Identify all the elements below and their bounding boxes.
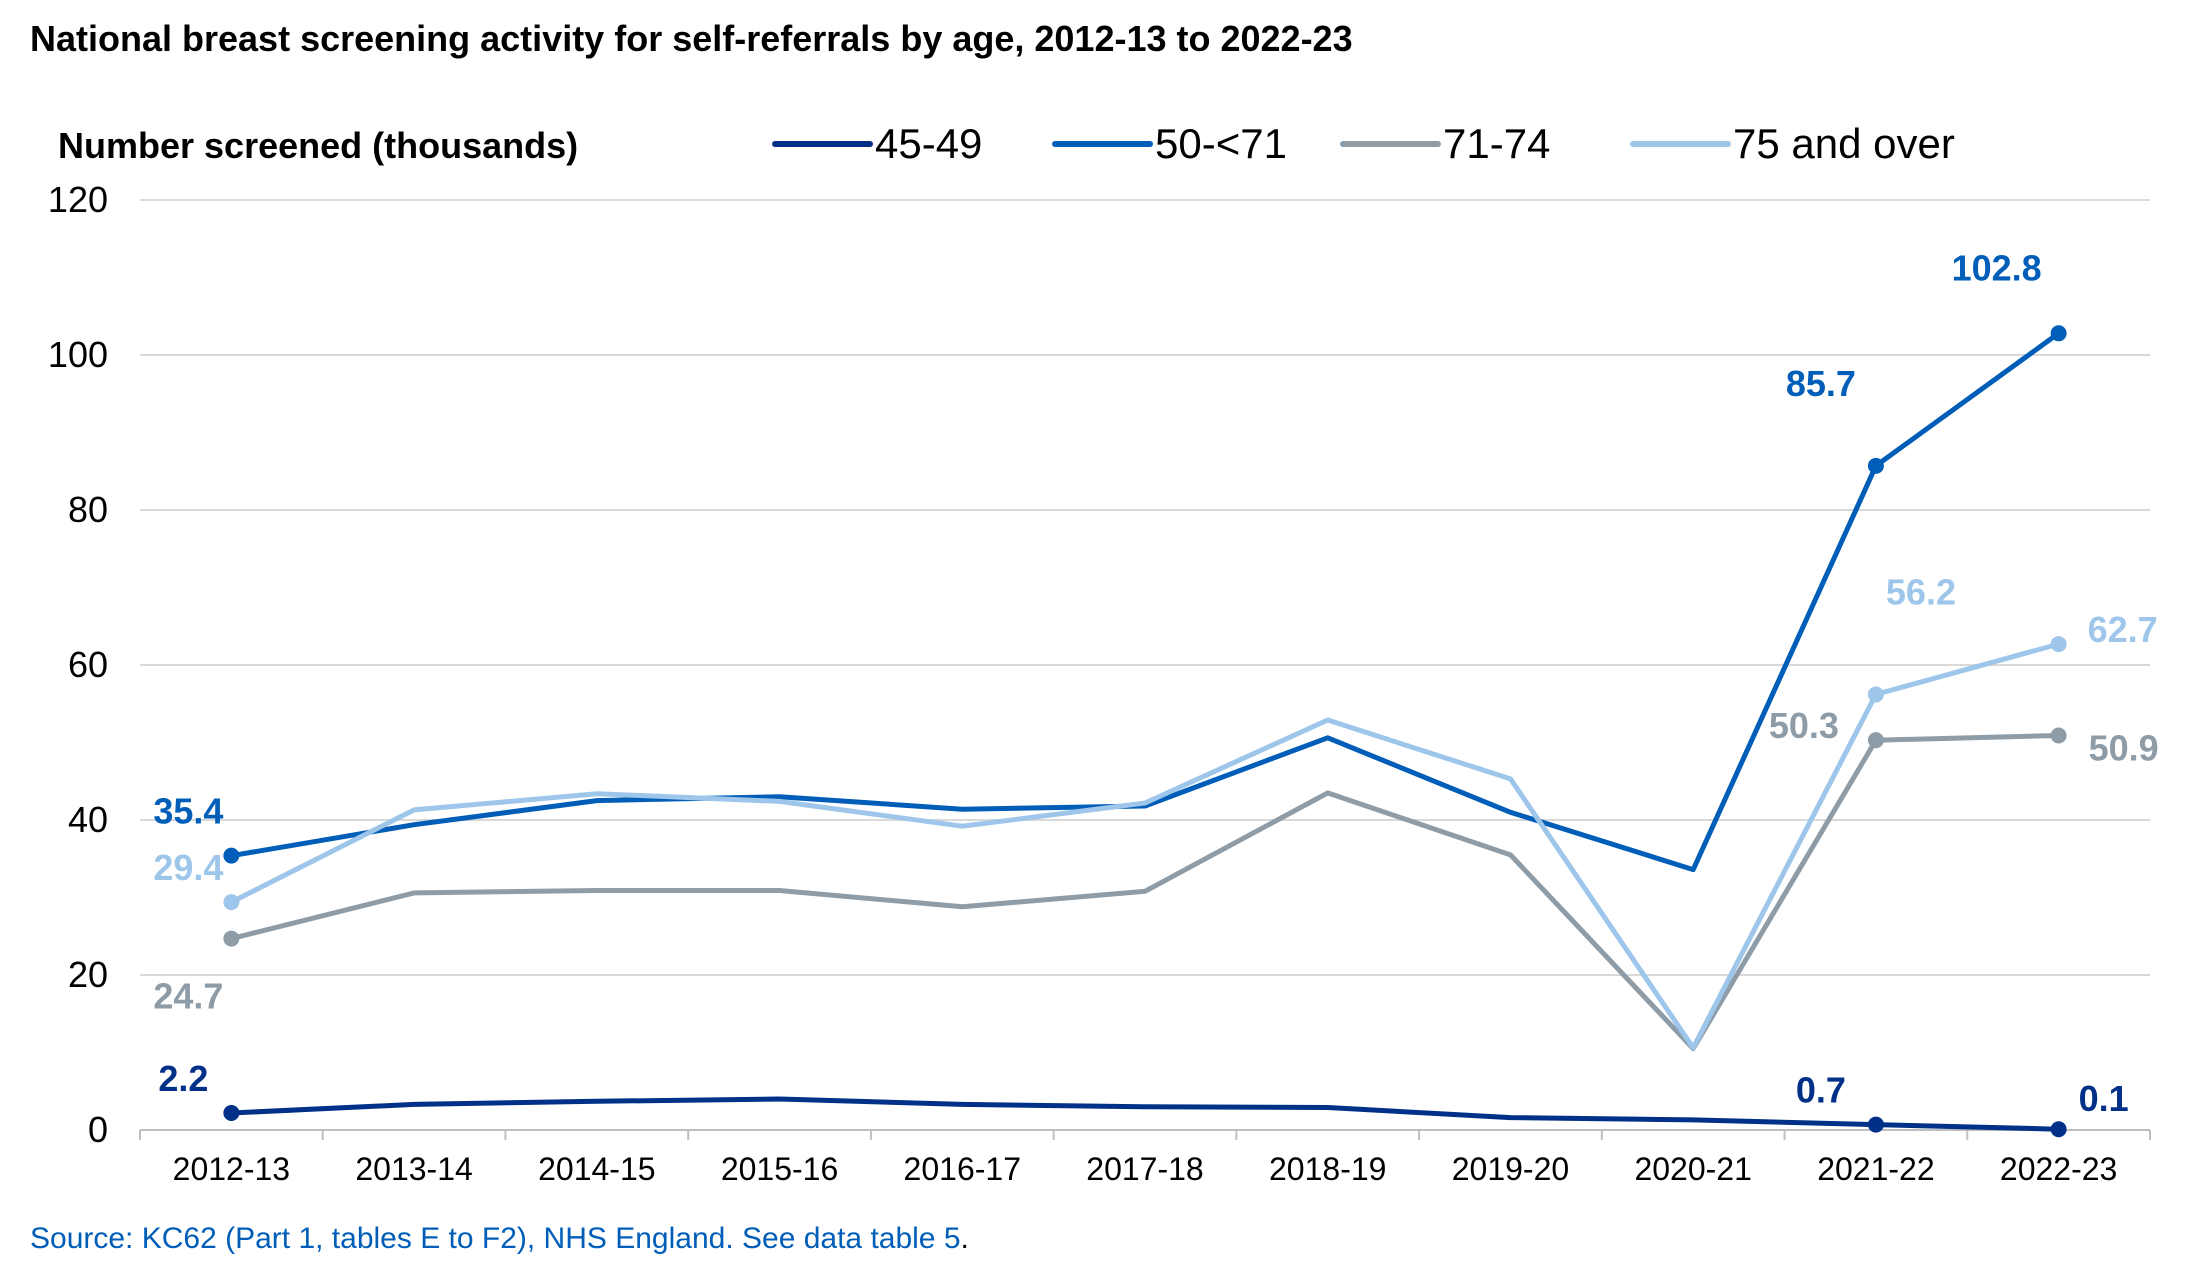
data-label-71-74: 24.7	[153, 976, 223, 1017]
y-tick-label: 40	[68, 799, 108, 840]
data-point-50-71	[1867, 457, 1884, 474]
y-tick-label: 120	[48, 179, 108, 220]
legend-label: 45-49	[875, 120, 982, 167]
chart-title: National breast screening activity for s…	[30, 18, 1353, 59]
legend-label: 50-<71	[1155, 120, 1287, 167]
x-tick-label: 2014-15	[538, 1151, 655, 1187]
legend-item-75-and-over: 75 and over	[1630, 120, 1955, 167]
data-point-75-and-over	[1867, 686, 1884, 703]
data-point-45-49	[2050, 1121, 2067, 1138]
data-label-50-71: 35.4	[153, 791, 223, 832]
data-label-45-49: 0.1	[2079, 1078, 2129, 1119]
data-label-45-49: 2.2	[158, 1058, 208, 1099]
series-line-50-71	[230, 331, 2061, 873]
x-tick-label: 2022-23	[2000, 1151, 2117, 1187]
x-tick-label: 2021-22	[1817, 1151, 1934, 1187]
data-label-50-71: 102.8	[1952, 247, 2042, 288]
legend-label: 75 and over	[1733, 120, 1955, 167]
data-label-75-and-over: 29.4	[153, 847, 223, 888]
series-line-75-and-over	[230, 641, 2060, 1051]
data-label-71-74: 50.3	[1769, 705, 1839, 746]
y-tick-label: 20	[68, 954, 108, 995]
data-label-71-74: 50.9	[2089, 728, 2159, 769]
data-point-75-and-over	[223, 894, 240, 911]
y-tick-label: 80	[68, 489, 108, 530]
axes: 0 20 40 60 80 100 120 2012-13 2013-14 2014-15 2015…	[48, 179, 2151, 1187]
legend: 45-49 50-<71 71-74 75 and over	[772, 120, 1955, 167]
series-line-71-74	[230, 733, 2059, 1052]
data-label-75-and-over: 56.2	[1886, 571, 1956, 612]
data-point-50-71	[223, 847, 240, 864]
series-lines	[223, 325, 2067, 1138]
legend-label: 71-74	[1443, 120, 1550, 167]
source-note: Source: KC62 (Part 1, tables E to F2), N…	[30, 1222, 969, 1256]
y-tick-label: 100	[48, 334, 108, 375]
x-tick-label: 2018-19	[1269, 1151, 1386, 1187]
source-end: .	[960, 1222, 969, 1255]
data-point-45-49	[1867, 1116, 1884, 1133]
x-tick-label: 2015-16	[721, 1151, 838, 1187]
series-line-45-49	[231, 1096, 2059, 1132]
y-tick-label: 60	[68, 644, 108, 685]
data-point-50-71	[2050, 325, 2067, 342]
data-point-45-49	[223, 1104, 240, 1121]
x-tick-label: 2020-21	[1634, 1151, 1751, 1187]
gridlines	[140, 199, 2150, 976]
x-tick-label: 2013-14	[355, 1151, 472, 1187]
x-tick-label: 2017-18	[1086, 1151, 1203, 1187]
source-text: Source: KC62 (Part 1, tables E to F2), N…	[30, 1222, 961, 1255]
data-point-71-74	[223, 930, 240, 947]
data-label-50-71: 85.7	[1786, 363, 1856, 404]
data-point-71-74	[1867, 732, 1884, 749]
y-tick-label: 0	[88, 1109, 108, 1150]
legend-item-45-49: 45-49	[772, 120, 982, 167]
x-tick-label: 2012-13	[173, 1151, 290, 1187]
data-label-45-49: 0.7	[1796, 1070, 1846, 1111]
data-labels: 2.2 0.7 0.1 35.4 85.7 102.8 24.7 50.3 50.9 29.4 56…	[153, 247, 2158, 1119]
data-label-75-and-over: 62.7	[2088, 609, 2158, 650]
legend-item-71-74: 71-74	[1340, 120, 1550, 167]
data-point-75-and-over	[2050, 636, 2067, 653]
x-tick-label: 2016-17	[904, 1151, 1021, 1187]
y-axis-title: Number screened (thousands)	[58, 125, 578, 166]
legend-item-50-71: 50-<71	[1052, 120, 1287, 167]
data-point-71-74	[2050, 727, 2067, 744]
x-tick-label: 2019-20	[1452, 1151, 1569, 1187]
